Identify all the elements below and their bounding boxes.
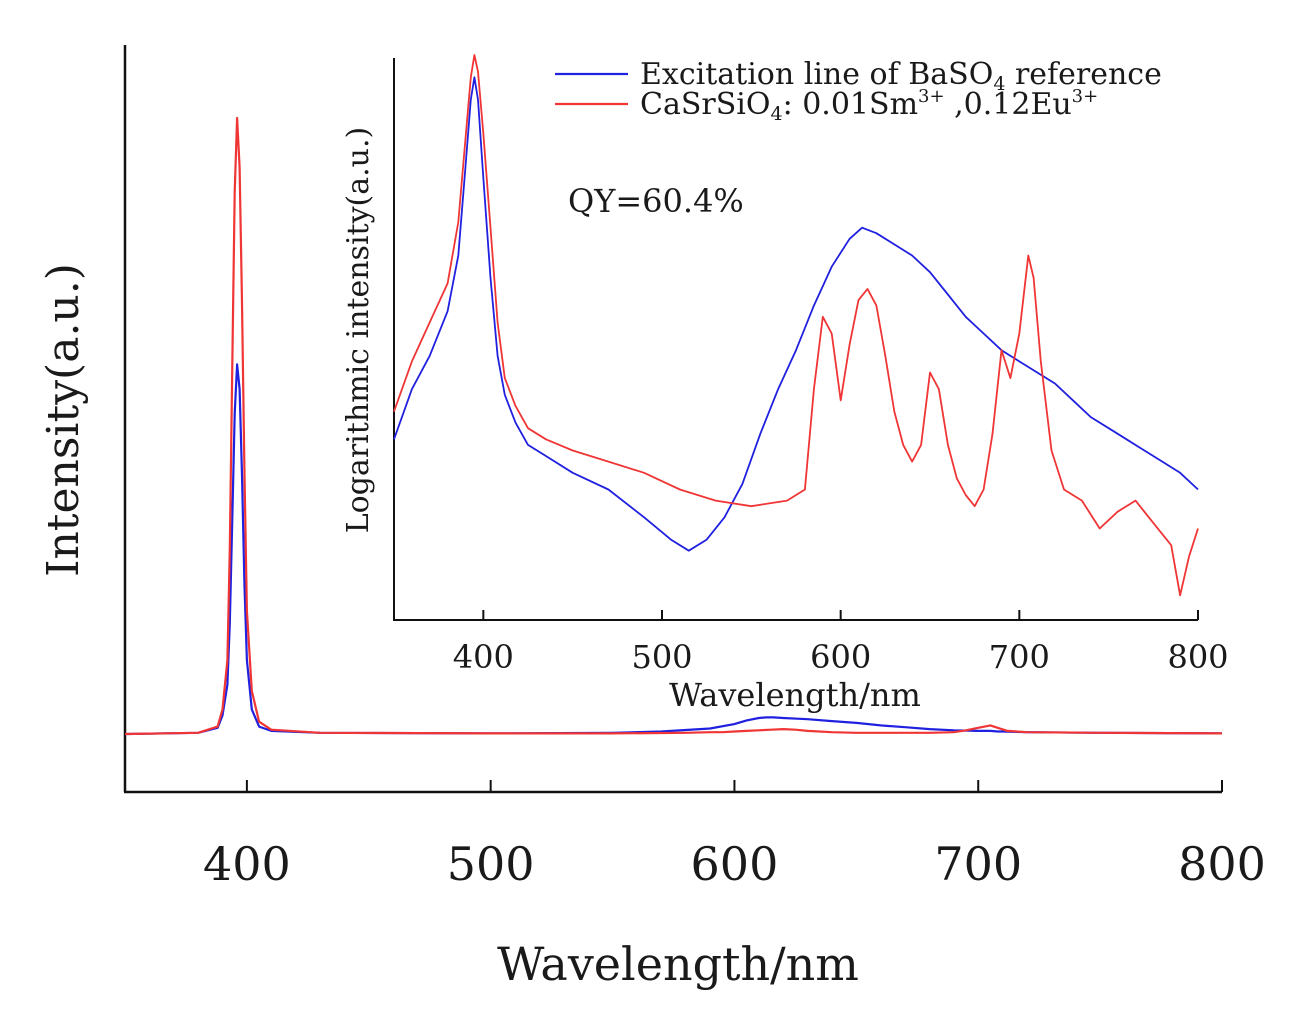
- legend-label-1: CaSrSiO4: 0.01Sm3+ ,0.12Eu3+: [640, 86, 1098, 125]
- inset-x-axis-label: Wavelength/nm: [669, 676, 921, 714]
- inset-legend: Excitation line of BaSO4 referenceCaSrSi…: [555, 57, 1162, 125]
- tick-label-400: 400: [203, 837, 291, 891]
- legend-label-0: Excitation line of BaSO4 reference: [640, 57, 1162, 95]
- tick-label-800: 800: [1178, 837, 1266, 891]
- inset-series: [393, 54, 1199, 597]
- main-series-line-1: [124, 116, 1223, 736]
- inset-chart: 400 500 600 700 800 Wavelength/nm Logarithmi…: [341, 54, 1229, 714]
- legend-label-1-part-3: 3+: [918, 86, 945, 107]
- quantum-yield-annotation: QY=60.4%: [568, 182, 744, 220]
- legend-label-1-part-2: : 0.01Sm: [783, 87, 918, 122]
- legend-label-1-part-1: 4: [770, 103, 782, 125]
- tick-label-500: 500: [447, 837, 535, 891]
- main-series: [124, 116, 1223, 736]
- tick-label-700: 700: [989, 638, 1050, 676]
- tick-label-600: 600: [810, 638, 871, 676]
- tick-label-400: 400: [453, 638, 514, 676]
- main-y-axis-label: Intensity(a.u.): [38, 263, 89, 577]
- legend-label-1-part-0: CaSrSiO: [640, 87, 770, 122]
- tick-label-800: 800: [1167, 638, 1228, 676]
- inset-x-ticks: 400 500 600 700 800: [453, 610, 1229, 676]
- legend-label-1-part-4: ,0.12Eu: [945, 87, 1072, 122]
- inset-y-axis-label: Logarithmic intensity(a.u.): [341, 127, 376, 534]
- legend-label-0-part-0: Excitation line of BaSO: [640, 57, 993, 92]
- tick-label-600: 600: [691, 837, 779, 891]
- inset-series-line-0: [393, 76, 1199, 552]
- tick-label-700: 700: [934, 837, 1022, 891]
- main-x-axis-label: Wavelength/nm: [497, 937, 859, 991]
- legend-label-1-part-5: 3+: [1072, 86, 1099, 107]
- legend-label-0-part-2: reference: [1005, 57, 1161, 92]
- tick-label-500: 500: [631, 638, 692, 676]
- inset-background: [394, 58, 1198, 620]
- inset-series-line-1: [393, 54, 1199, 597]
- main-chart: 400 500 600 700 800 Wavelength/nm Intensity(…: [38, 45, 1266, 991]
- legend-label-0-part-1: 4: [993, 73, 1005, 95]
- main-x-ticks: 400 500 600 700 800: [203, 780, 1266, 891]
